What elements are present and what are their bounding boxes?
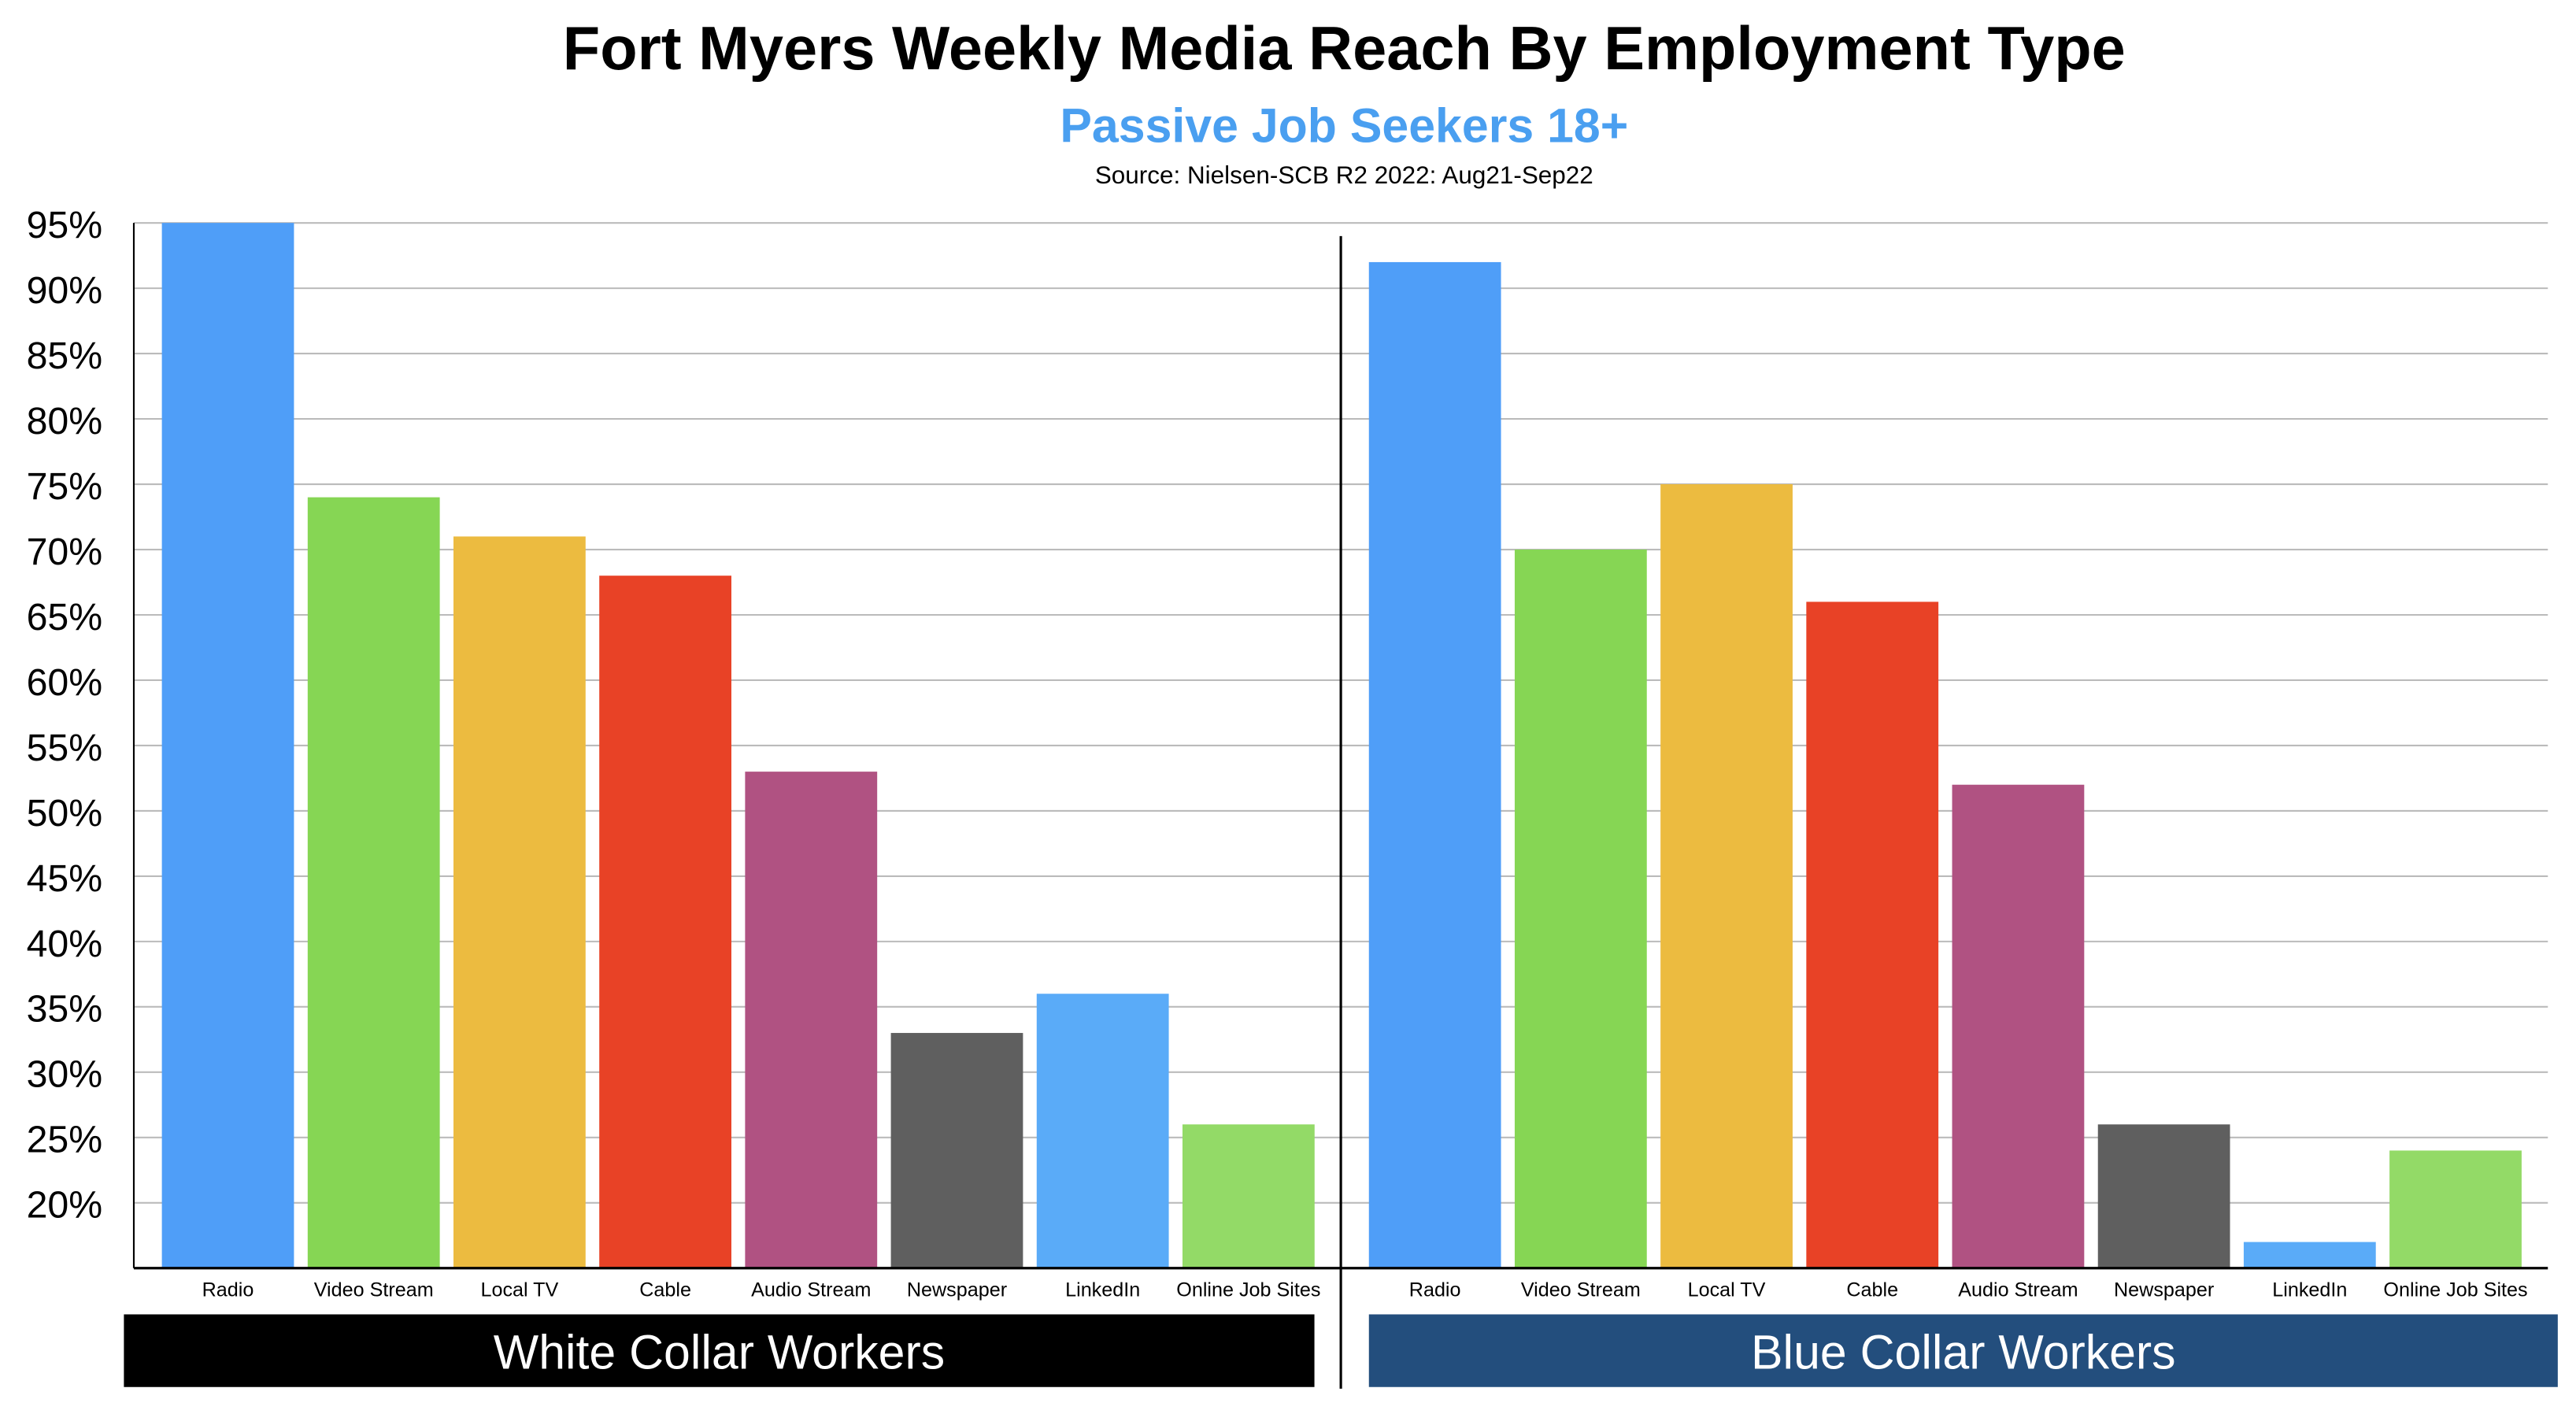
y-tick-label: 60% — [27, 661, 103, 704]
y-tick-label: 50% — [27, 792, 103, 835]
bar-online-job-sites — [1182, 1124, 1315, 1268]
x-tick-label: Radio — [1409, 1279, 1461, 1301]
y-tick-label: 40% — [27, 923, 103, 965]
bar-local-tv — [1660, 484, 1793, 1268]
group-banner-label: Blue Collar Workers — [1751, 1326, 2176, 1379]
group-banners: White Collar Workers Blue Collar Workers — [124, 1314, 2558, 1387]
y-tick-label: 20% — [27, 1184, 103, 1227]
group-banner-label: White Collar Workers — [494, 1326, 945, 1379]
bar-newspaper — [890, 1033, 1023, 1268]
bar-audio-stream — [1952, 784, 2085, 1268]
x-tick-label: Cable — [1846, 1279, 1898, 1301]
bar-audio-stream — [745, 772, 878, 1268]
y-tick-label: 65% — [27, 596, 103, 638]
x-tick-label: Cable — [639, 1279, 691, 1301]
y-tick-label: 55% — [27, 727, 103, 769]
bar-cable — [1806, 601, 1939, 1268]
y-tick-label: 85% — [27, 335, 103, 377]
x-tick-label: Video Stream — [1521, 1279, 1641, 1301]
bar-newspaper — [2097, 1124, 2230, 1268]
x-tick-label: Audio Stream — [1958, 1279, 2078, 1301]
y-tick-label: 30% — [27, 1053, 103, 1096]
x-tick-label: Local TV — [480, 1279, 558, 1301]
x-tick-label: Online Job Sites — [1176, 1279, 1320, 1301]
chart-source: Source: Nielsen-SCB R2 2022: Aug21-Sep22 — [1095, 161, 1593, 189]
bar-local-tv — [453, 536, 586, 1268]
bar-linkedin — [1036, 994, 1169, 1268]
x-tick-label: LinkedIn — [1065, 1279, 1140, 1301]
bar-online-job-sites — [2389, 1150, 2522, 1268]
y-tick-label: 95% — [27, 204, 103, 246]
y-tick-label: 80% — [27, 400, 103, 442]
bars — [161, 223, 2522, 1268]
x-tick-label: Video Stream — [314, 1279, 434, 1301]
bar-video-stream — [307, 497, 440, 1268]
y-tick-label: 25% — [27, 1119, 103, 1161]
bar-linkedin — [2243, 1242, 2376, 1268]
chart-title: Fort Myers Weekly Media Reach By Employm… — [563, 15, 2126, 83]
group-banner — [124, 1314, 1315, 1387]
y-tick-label: 35% — [27, 988, 103, 1031]
bar-radio — [161, 223, 294, 1268]
y-tick-label: 75% — [27, 465, 103, 508]
y-axis-ticks: 20% 25% 30% 35% 40% 45% 50% 55% 60% 65% 70% 75% 80% 8… — [27, 204, 103, 1227]
x-tick-label: LinkedIn — [2272, 1279, 2347, 1301]
y-tick-label: 90% — [27, 269, 103, 312]
bar-radio — [1368, 261, 1501, 1268]
bar-cable — [599, 576, 731, 1268]
x-tick-label: Local TV — [1688, 1279, 1766, 1301]
group-banner — [1368, 1314, 2558, 1387]
y-tick-label: 45% — [27, 857, 103, 900]
x-tick-label: Newspaper — [2114, 1279, 2214, 1301]
bar-video-stream — [1514, 550, 1647, 1268]
x-axis-labels: Radio Video Stream Local TV Cable Audio Stre… — [202, 1279, 2528, 1301]
x-tick-label: Radio — [202, 1279, 254, 1301]
x-tick-label: Audio Stream — [751, 1279, 871, 1301]
chart-subtitle: Passive Job Seekers 18+ — [1060, 98, 1628, 152]
x-tick-label: Newspaper — [907, 1279, 1007, 1301]
y-tick-label: 70% — [27, 531, 103, 573]
x-tick-label: Online Job Sites — [2383, 1279, 2527, 1301]
